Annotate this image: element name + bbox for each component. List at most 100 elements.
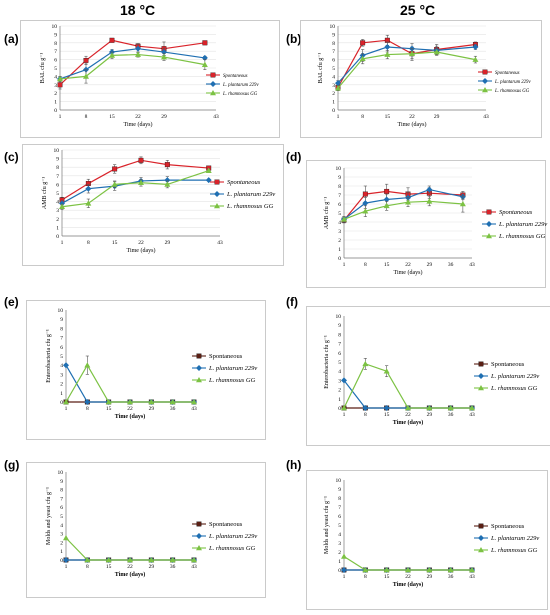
x-tick-label: 43 (217, 240, 223, 246)
y-tick-label: 6 (54, 58, 57, 64)
legend-marker (214, 191, 220, 197)
x-tick-label: 15 (384, 262, 390, 268)
y-tick-label: 6 (332, 58, 335, 64)
legend-label: L. plantarum 229v (222, 83, 259, 88)
legend-item-plantarum: L. plantarum 229v (192, 365, 257, 372)
y-tick-label: 10 (54, 148, 60, 154)
panel-label-a: (a) (4, 32, 19, 46)
series-rhamnosus (341, 553, 475, 573)
x-tick-label: 15 (109, 114, 115, 120)
data-point-rhamnosus (447, 405, 454, 411)
legend-marker (482, 78, 488, 84)
x-tick-label: 8 (86, 406, 89, 412)
data-point-plantarum (335, 80, 341, 87)
x-tick-label: 36 (170, 406, 176, 412)
y-tick-label: 9 (332, 32, 335, 38)
data-point-rhamnosus (201, 61, 208, 67)
data-point-plantarum (384, 44, 391, 50)
data-point-plantarum (362, 405, 369, 411)
legend-marker (214, 179, 220, 185)
legend-label: L. plantarum 229v (208, 365, 257, 372)
x-tick-label: 1 (343, 574, 346, 580)
x-axis-label: Time (days) (393, 581, 423, 588)
x-tick-label: 8 (364, 412, 367, 418)
data-point-rhamnosus (105, 557, 112, 563)
x-tick-label: 22 (409, 114, 415, 120)
x-tick-label: 22 (127, 406, 133, 412)
data-point-plantarum (341, 567, 347, 573)
data-point-spontaneous (83, 57, 89, 63)
legend-item-rhamnosus: L. rhamnosus GG (482, 233, 546, 240)
x-tick-label: 1 (343, 412, 346, 418)
legend-label: Spontaneous (499, 209, 533, 216)
x-tick-label: 29 (427, 262, 433, 268)
legend-item-rhamnosus: L. rhamnosus GG (474, 547, 538, 554)
x-axis-label: Time (days) (393, 419, 423, 426)
y-tick-label: 7 (60, 496, 63, 502)
y-tick-label: 9 (54, 32, 57, 38)
legend-item-plantarum: L. plantarum 229v (482, 221, 547, 228)
data-point-rhamnosus (405, 199, 411, 205)
data-point-rhamnosus (469, 567, 475, 573)
legend-item-spontaneous: Spontaneous (210, 179, 261, 186)
y-tick-label: 5 (60, 354, 63, 360)
data-point-rhamnosus (109, 52, 115, 58)
y-tick-label: 4 (56, 200, 59, 206)
y-tick-label: 2 (54, 91, 57, 97)
legend-label: L. plantarum 229v (494, 80, 531, 85)
series-line-rhamnosus (337, 51, 476, 89)
data-point-spontaneous (362, 191, 368, 197)
y-tick-label: 6 (60, 505, 63, 511)
legend-item-spontaneous: Spontaneous (474, 361, 525, 368)
y-tick-label: 8 (60, 488, 63, 494)
legend-marker (486, 209, 492, 215)
y-tick-label: 1 (54, 100, 57, 106)
data-point-plantarum (63, 362, 69, 369)
y-tick-label: 3 (338, 229, 341, 235)
y-tick-label: 2 (60, 540, 63, 546)
legend-marker (210, 72, 216, 78)
chart-frame (306, 160, 546, 288)
x-tick-label: 29 (161, 114, 167, 120)
data-point-plantarum (383, 405, 390, 411)
x-tick-label: 15 (385, 114, 391, 120)
x-tick-label: 29 (427, 574, 433, 580)
y-tick-label: 1 (60, 391, 63, 397)
x-tick-label: 8 (85, 114, 88, 120)
y-tick-label: 3 (338, 378, 341, 384)
data-point-plantarum (205, 177, 212, 184)
series-rhamnosus (63, 535, 197, 563)
x-axis-label: Time (days) (127, 247, 156, 254)
y-tick-label: 7 (54, 49, 57, 55)
y-axis-label: Molds and yeast cfu g⁻¹ (45, 487, 52, 545)
y-tick-label: 0 (56, 234, 59, 240)
x-axis-label: Time (days) (115, 571, 145, 578)
y-tick-label: 8 (60, 326, 63, 332)
legend-label: Spontaneous (223, 74, 248, 79)
y-tick-label: 5 (338, 211, 341, 217)
panel-label-f: (f) (286, 295, 298, 309)
y-tick-label: 0 (338, 256, 341, 262)
y-tick-label: 10 (336, 478, 342, 484)
data-point-rhamnosus (205, 167, 212, 173)
y-axis-label: BAL cfu g⁻¹ (317, 53, 324, 84)
legend-label: L. plantarum 229v (490, 373, 539, 380)
y-tick-label: 2 (338, 388, 341, 394)
y-tick-label: 3 (56, 208, 59, 214)
data-point-spontaneous (138, 157, 144, 163)
x-tick-label: 43 (213, 114, 219, 120)
chart-frame (306, 470, 548, 610)
x-axis-label: Time (days) (398, 121, 427, 128)
x-tick-label: 29 (165, 240, 171, 246)
data-point-rhamnosus (169, 557, 176, 563)
x-tick-label: 29 (149, 564, 155, 570)
data-point-rhamnosus (341, 216, 347, 222)
column-header-25c: 25 °C (400, 2, 436, 18)
x-tick-label: 29 (427, 412, 433, 418)
y-tick-label: 6 (338, 202, 341, 208)
y-tick-label: 3 (338, 541, 341, 547)
legend-label: L. rhamnosus GG (490, 385, 538, 392)
legend-marker (196, 353, 202, 359)
data-point-rhamnosus (447, 567, 454, 573)
data-point-rhamnosus (362, 567, 369, 573)
